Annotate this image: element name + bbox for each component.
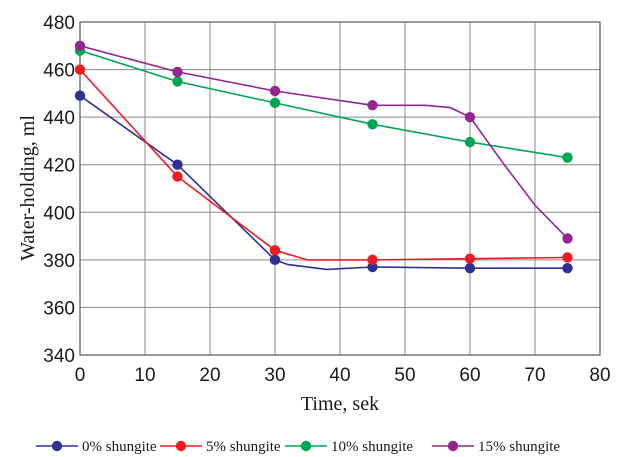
x-tick-label: 70 — [524, 365, 545, 386]
series-line — [79, 49, 568, 159]
legend: 0% shungite 5% shungite 10% shungite 15% sh… — [36, 439, 560, 455]
data-point — [269, 245, 281, 256]
legend-label: 5% shungite — [206, 439, 281, 455]
legend-label: 0% shungite — [82, 439, 157, 455]
x-tick-label: 60 — [459, 365, 480, 386]
series-line — [79, 95, 568, 271]
x-tick-label: 10 — [134, 365, 155, 386]
data-point — [172, 76, 183, 87]
data-point — [367, 254, 378, 266]
data-point — [172, 66, 183, 78]
data-point — [464, 111, 476, 123]
data-point — [464, 136, 476, 148]
x-tick-label: 30 — [264, 365, 285, 386]
series-line — [79, 45, 569, 239]
y-tick-label: 480 — [43, 13, 75, 34]
legend-marker — [51, 440, 63, 452]
data-point — [562, 252, 573, 263]
legend-label: 10% shungite — [331, 439, 413, 455]
tick-labels: 0 10 20 30 40 50 60 70 80 340 360 380 400 420 440 460 48… — [43, 13, 610, 386]
data-point — [562, 262, 573, 274]
data-point — [74, 64, 86, 75]
series — [74, 40, 573, 274]
legend-marker — [300, 440, 312, 452]
plot-frame — [79, 21, 601, 356]
data-point — [74, 40, 86, 51]
y-tick-label: 380 — [43, 251, 75, 272]
data-point — [269, 254, 281, 266]
data-point — [367, 100, 378, 111]
y-tick-label: 440 — [43, 108, 75, 129]
data-point — [172, 171, 183, 182]
data-point — [367, 261, 378, 273]
data-point — [269, 85, 281, 97]
legend-label: 15% shungite — [478, 439, 560, 455]
x-tick-label: 20 — [199, 365, 220, 386]
x-tick-label: 40 — [329, 365, 350, 386]
data-point — [269, 97, 281, 109]
data-point — [74, 90, 86, 101]
y-axis-title: Water-holding, ml — [17, 115, 39, 261]
data-point — [464, 253, 476, 264]
y-tick-label: 420 — [43, 156, 75, 177]
y-tick-label: 360 — [43, 298, 75, 319]
data-point — [562, 152, 573, 163]
x-axis-title: Time, sek — [301, 393, 379, 415]
data-point — [464, 262, 476, 274]
data-point — [367, 119, 378, 130]
legend-marker — [175, 440, 187, 452]
y-tick-label: 460 — [43, 61, 75, 82]
x-tick-label: 50 — [394, 365, 415, 386]
x-tick-label: 0 — [75, 365, 86, 386]
data-point — [172, 159, 183, 170]
y-tick-label: 400 — [43, 203, 75, 224]
y-tick-label: 340 — [43, 346, 75, 367]
x-tick-label: 80 — [589, 365, 610, 386]
legend-marker — [447, 440, 459, 452]
data-point — [562, 233, 573, 244]
